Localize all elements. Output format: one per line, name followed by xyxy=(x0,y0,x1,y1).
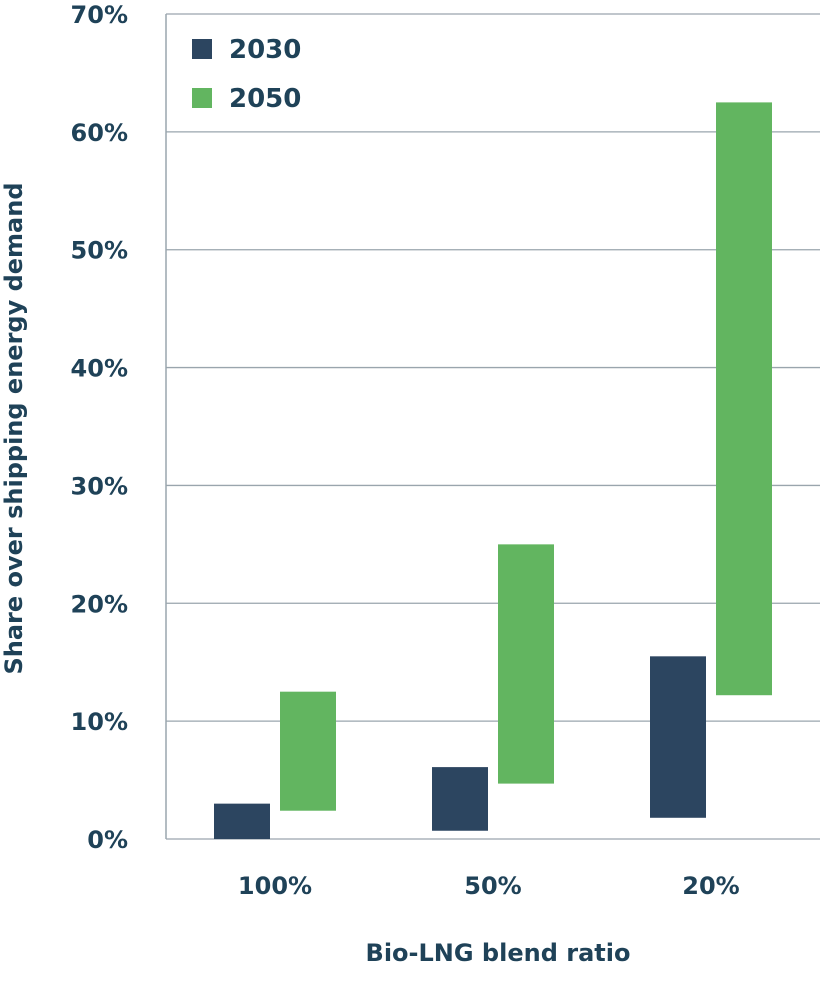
bar-2050-20% xyxy=(716,102,772,696)
y-axis-title: Share over shipping energy demand xyxy=(0,182,28,674)
legend-label-2030: 2030 xyxy=(229,35,301,65)
y-tick-label: 30% xyxy=(71,472,128,500)
legend-label-2050: 2050 xyxy=(229,84,301,114)
x-axis-ticks: 100% 50% 20% xyxy=(238,872,740,900)
x-tick-label: 20% xyxy=(682,872,739,900)
x-axis-title: Bio-LNG blend ratio xyxy=(366,939,631,967)
y-tick-label: 60% xyxy=(71,119,128,147)
y-tick-label: 40% xyxy=(71,355,128,383)
y-tick-label: 0% xyxy=(87,826,128,854)
x-tick-label: 100% xyxy=(238,872,312,900)
y-tick-label: 70% xyxy=(71,1,128,29)
bar-2030-20% xyxy=(650,656,706,818)
y-tick-label: 20% xyxy=(71,590,128,618)
bar-2050-50% xyxy=(498,544,554,784)
legend: 2030 2050 xyxy=(192,35,301,114)
bar-2030-100% xyxy=(214,803,270,839)
x-tick-label: 50% xyxy=(464,872,521,900)
bar-2050-100% xyxy=(280,691,336,811)
y-tick-label: 10% xyxy=(71,708,128,736)
y-tick-label: 50% xyxy=(71,237,128,265)
grid xyxy=(165,13,820,840)
legend-swatch-2050 xyxy=(192,88,212,108)
bars xyxy=(214,102,772,839)
bar-2030-50% xyxy=(432,767,488,831)
legend-swatch-2030 xyxy=(192,39,212,59)
y-axis-ticks: 0% 10% 20% 30% 40% 50% 60% 70% xyxy=(71,1,128,854)
